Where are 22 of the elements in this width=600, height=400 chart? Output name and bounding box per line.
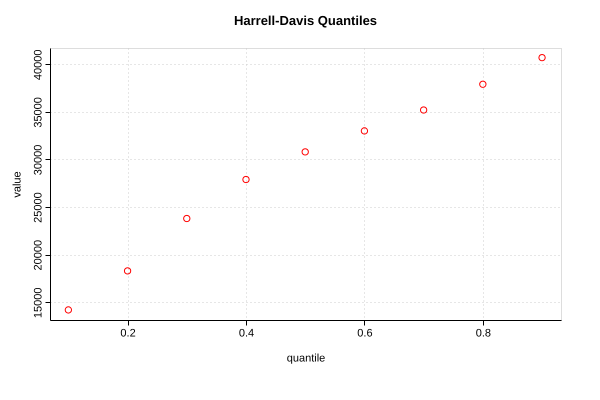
x-tick-label: 0.8 [476, 328, 491, 340]
x-tick-label: 0.4 [238, 328, 254, 340]
y-tick-label: 15000 [32, 287, 44, 318]
x-axis-title: quantile [286, 352, 326, 364]
point [242, 176, 250, 184]
point [420, 106, 428, 114]
chart-title: Harrell-Davis Quantiles [234, 13, 378, 28]
y-tick-label: 35000 [32, 97, 44, 128]
x-tick-label: 0.2 [120, 328, 136, 340]
y-axis-title: value [12, 171, 24, 198]
point [360, 127, 368, 135]
y-tick-label: 30000 [32, 144, 44, 176]
y-tick-label: 20000 [32, 240, 44, 270]
point [479, 80, 486, 88]
y-tick-label: 25000 [32, 192, 44, 223]
point [64, 306, 72, 314]
point [124, 267, 132, 275]
point [302, 148, 309, 156]
y-tick-label: 40000 [32, 49, 44, 80]
x-tick-label: 0.6 [357, 328, 373, 340]
point [183, 214, 190, 222]
point [538, 54, 546, 62]
